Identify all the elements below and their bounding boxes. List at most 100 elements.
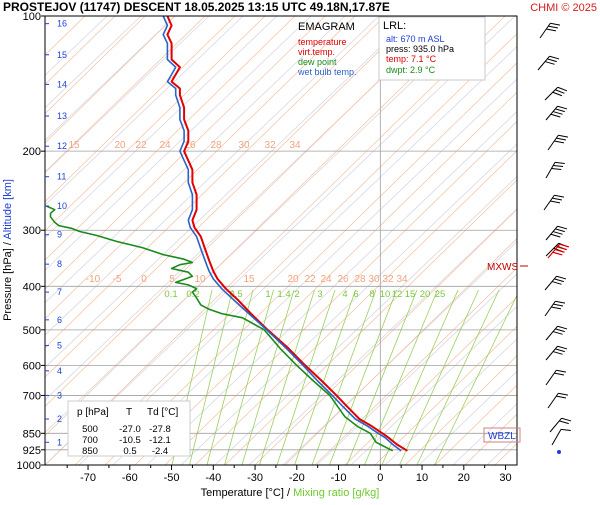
mixing-ratio-label: 0.5: [229, 289, 242, 300]
y-axis-title: Pressure [hPa] / Altitude [km]: [2, 179, 14, 321]
dry-adiabat: [434, 384, 518, 466]
grid-skew-line: [452, 403, 518, 466]
altitude-tick-label: 15: [57, 50, 67, 60]
dry-adiabat: [44, 15, 506, 466]
adiabat-label: 15: [243, 274, 255, 285]
adiabat-label: 5: [169, 274, 175, 285]
grid-skew-line: [146, 111, 518, 466]
summary-table: p [hPa] T Td [°C] 500 -27.0 -27.8 700 -10.5-…: [67, 400, 191, 457]
x-axis-title-separator: /: [284, 487, 293, 499]
dry-adiabat: [44, 15, 146, 114]
adiabat-label: 28: [210, 140, 222, 151]
wind-barbs: [537, 22, 572, 454]
x-axis-title-temperature: Temperature [°C]: [201, 487, 284, 499]
wind-barb: [547, 134, 569, 151]
grid-skew-line: [44, 15, 278, 238]
wind-barb: [545, 345, 568, 361]
dry-adiabat: [44, 15, 416, 378]
x-tick-label: 10: [416, 472, 428, 484]
mixing-ratio-line: [276, 289, 336, 466]
dry-adiabat: [44, 15, 296, 261]
mixing-ratio-label: 4: [342, 289, 347, 300]
grid-skew-line: [214, 176, 518, 466]
altitude-tick-label: 13: [57, 111, 67, 121]
y-tick-label: 600: [23, 360, 41, 372]
wbzl-marker: WBZL: [483, 427, 521, 443]
y-axis-title-altitude: Altitude [km]: [2, 179, 14, 240]
altitude-tick-label: 1: [57, 437, 62, 447]
summary-header-td: Td [°C]: [147, 407, 178, 418]
mixing-ratio-line: [399, 289, 479, 466]
summary-table-rows: 500 -27.0 -27.8 700 -10.5 -12.1 850 0.5 -2.4: [82, 424, 171, 457]
dry-adiabat: [314, 267, 518, 466]
summary-table-cell: 0.5: [123, 446, 136, 457]
lrl-frame: [378, 16, 486, 81]
dry-adiabat: [284, 238, 518, 466]
adiabat-label: 22: [304, 274, 316, 285]
mixing-ratio-label: 20: [420, 289, 431, 300]
mixing-ratio-label: 8: [369, 289, 374, 300]
mixing-ratio-line: [189, 289, 233, 466]
lrl-dwpt: dwpt: 2.9 °C: [386, 65, 436, 75]
wind-barb: [545, 225, 568, 241]
lrl-title: LRL:: [383, 20, 406, 32]
mixing-ratio-label: 15: [405, 289, 416, 300]
legend-item-temperature: temperature: [298, 37, 347, 47]
mixing-ratio-line: [416, 289, 500, 466]
x-tick-label: -40: [205, 472, 221, 484]
summary-header-t: T: [126, 407, 132, 418]
mixing-ratio-label: 3: [317, 289, 322, 300]
wind-barb: [551, 428, 571, 446]
series-temperatureline: [166, 15, 408, 452]
adiabat-label: 30: [368, 274, 380, 285]
x-tick-label: -10: [331, 472, 347, 484]
altitude-tick-label: 4: [57, 366, 62, 376]
mixing-ratio-label: 0.2: [186, 289, 199, 300]
altitude-tick-label: 6: [57, 315, 62, 325]
x-tick-label: -30: [247, 472, 263, 484]
wind-barb: [544, 86, 568, 101]
header-title: PROSTEJOV (11747) DESCENT 18.05.2025 13:…: [3, 0, 390, 14]
legend-item-wet-bulb: wet bulb temp.: [297, 67, 357, 77]
dry-adiabat: [494, 443, 518, 466]
grid-skew-line: [44, 15, 482, 433]
mixing-ratio-label: 6: [353, 289, 358, 300]
mixing-ratio-line: [364, 289, 438, 466]
summary-table-cell: -27.8: [149, 424, 171, 435]
mixing-ratio-line: [259, 289, 315, 466]
x-tick-label: -60: [122, 472, 138, 484]
adiabat-label: 32: [264, 140, 276, 151]
y-tick-label: 850: [23, 428, 41, 440]
y-tick-label: 1000: [17, 460, 41, 472]
dry-adiabat: [44, 15, 356, 319]
grid-skew-line: [44, 15, 516, 466]
x-axis-title-mixing-ratio: Mixing ratio [g/kg]: [293, 487, 379, 499]
adiabat-label: 28: [354, 274, 366, 285]
series-dew-pointline: [45, 205, 394, 452]
dry-adiabat: [224, 179, 518, 466]
chart-tick-labels: -70 -60 -50 -40 -30 -20 -10 0 10 20 30100200300400…: [17, 11, 512, 484]
wind-barb: [545, 161, 565, 179]
x-tick-label: 0: [377, 472, 383, 484]
x-axis-title: Temperature [°C] / Mixing ratio [g/kg]: [201, 487, 380, 499]
y-tick-label: 925: [23, 445, 41, 457]
altitude-tick-label: 12: [57, 141, 67, 151]
mixing-ratio-line: [346, 289, 418, 466]
adiabat-label: 20: [287, 274, 299, 285]
dry-adiabat: [74, 33, 518, 466]
plot-frame: [44, 15, 518, 466]
mixing-ratio-label: 1.4: [277, 289, 290, 300]
dry-adiabat: [464, 413, 518, 466]
grid-skew-line: [44, 15, 108, 76]
mxws-barb: [547, 243, 570, 259]
mixing-ratio-line: [224, 289, 274, 466]
grid-skew-line: [44, 15, 380, 336]
mixing-ratio-line: [311, 289, 377, 466]
summary-table-cell: 850: [82, 446, 98, 457]
adiabat-label: 26: [184, 140, 196, 151]
altitude-tick-label: 2: [57, 414, 62, 424]
mixing-ratio-label: 25: [435, 289, 446, 300]
adiabat-label: -10: [86, 274, 101, 285]
dry-adiabat: [104, 62, 518, 466]
